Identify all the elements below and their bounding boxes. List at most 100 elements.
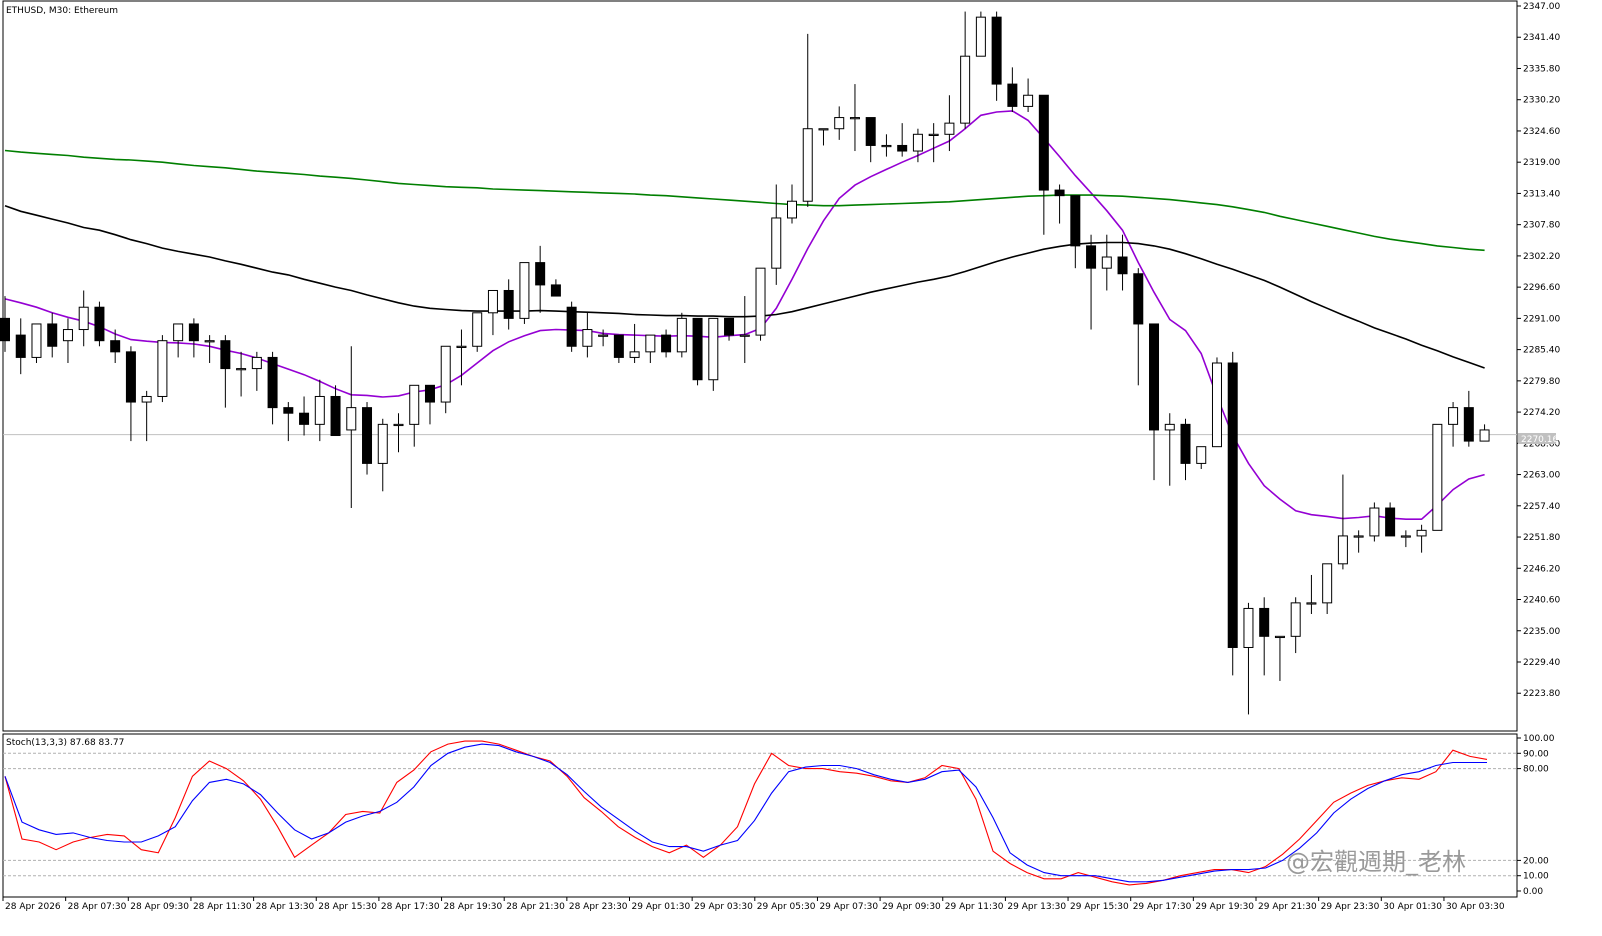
- candle-body: [299, 412, 310, 425]
- candle-body: [1227, 362, 1238, 648]
- candle: [928, 123, 939, 163]
- candle: [566, 301, 577, 352]
- candle: [377, 418, 388, 492]
- candle-body: [1101, 256, 1112, 269]
- candle: [78, 290, 89, 347]
- candle: [141, 390, 152, 442]
- time-tick-label: 28 Apr 15:30: [318, 902, 377, 912]
- candles: [0, 11, 1490, 715]
- time-tick-label: 29 Apr 19:30: [1195, 902, 1254, 912]
- candle-body: [724, 317, 735, 336]
- candle: [975, 11, 986, 57]
- candle: [582, 312, 593, 358]
- candle: [220, 335, 231, 408]
- candle-body: [755, 267, 766, 336]
- candle: [1086, 234, 1097, 330]
- candle: [1416, 524, 1427, 553]
- candle-body: [393, 423, 404, 427]
- price-tick-label: 2330.20: [1523, 96, 1560, 106]
- candle: [157, 335, 168, 403]
- candle-body: [283, 407, 294, 414]
- candle-body: [362, 407, 373, 464]
- candle-body: [897, 144, 908, 152]
- time-tick-label: 30 Apr 03:30: [1446, 902, 1505, 912]
- time-tick-label: 29 Apr 07:30: [819, 902, 878, 912]
- price-tick-label: 2313.40: [1523, 189, 1560, 199]
- candle: [1101, 234, 1112, 291]
- candle-body: [1211, 362, 1222, 448]
- candle: [1306, 574, 1317, 615]
- price-tick-label: 2240.60: [1523, 596, 1560, 606]
- candle-body: [157, 340, 168, 397]
- stoch-axis: 100.00 90.00 80.00 20.00 10.00 0.00: [1517, 734, 1555, 897]
- time-tick-label: 29 Apr 21:30: [1258, 902, 1317, 912]
- candle-body: [314, 395, 325, 425]
- candle: [409, 384, 420, 447]
- candle: [0, 296, 10, 352]
- price-pane-frame: [2, 0, 1518, 732]
- candle-body: [692, 317, 703, 381]
- candle: [692, 317, 703, 386]
- candle: [424, 384, 435, 425]
- price-tick-label: 2347.00: [1523, 2, 1560, 12]
- candle-body: [1432, 423, 1443, 531]
- candle-body: [78, 306, 89, 331]
- candle: [1290, 597, 1301, 654]
- candle-body: [849, 117, 860, 120]
- price-axis: 2347.00 2341.40 2335.80 2330.20 2324.60 2319.…: [1517, 2, 1560, 699]
- candle-body: [94, 306, 105, 342]
- candle-body: [865, 117, 876, 146]
- candle-body: [519, 262, 530, 319]
- candle: [346, 346, 357, 509]
- candle: [912, 128, 923, 163]
- candle-body: [1353, 535, 1364, 538]
- candle-body: [928, 133, 939, 136]
- candle: [1353, 530, 1364, 553]
- candle-body: [645, 334, 656, 353]
- candle: [62, 318, 73, 363]
- candle: [1259, 597, 1270, 676]
- candle: [330, 385, 341, 437]
- time-tick-label: 29 Apr 17:30: [1133, 902, 1192, 912]
- candle: [802, 33, 813, 207]
- candle: [362, 402, 373, 475]
- candle-body: [834, 117, 845, 130]
- time-tick-label: 29 Apr 13:30: [1007, 902, 1066, 912]
- candle: [1133, 268, 1144, 386]
- candle: [1227, 351, 1238, 676]
- time-tick-label: 29 Apr 23:30: [1321, 902, 1380, 912]
- candle: [267, 351, 278, 425]
- candle-body: [472, 312, 483, 347]
- time-tick-label: 29 Apr 15:30: [1070, 902, 1129, 912]
- price-tick-label: 2235.00: [1523, 627, 1560, 637]
- candle: [1180, 418, 1191, 481]
- stoch-tick-label: 90.00: [1523, 749, 1549, 759]
- candle-body: [1023, 94, 1034, 107]
- candle-body: [708, 317, 719, 381]
- candle: [1243, 602, 1254, 715]
- candle-body: [1070, 195, 1081, 247]
- price-tick-label: 2285.40: [1523, 346, 1560, 356]
- candle-body: [1133, 273, 1144, 325]
- candle-body: [346, 407, 357, 431]
- candle-body: [1290, 602, 1301, 637]
- candle-body: [944, 122, 955, 135]
- candle: [94, 301, 105, 347]
- candle: [865, 117, 876, 163]
- stoch-tick-label: 100.00: [1523, 734, 1555, 744]
- candle: [283, 402, 294, 442]
- candle: [739, 296, 750, 363]
- candle-body: [676, 317, 687, 353]
- candle-body: [1038, 94, 1049, 191]
- candle-body: [1337, 535, 1348, 565]
- stoch-tick-label: 80.00: [1523, 765, 1549, 775]
- candle-body: [47, 323, 58, 347]
- candle-body: [487, 289, 498, 314]
- stoch-levels: [3, 752, 1517, 877]
- candle-body: [1385, 507, 1396, 537]
- candle-body: [1117, 256, 1128, 275]
- price-tick-label: 2246.20: [1523, 564, 1560, 574]
- price-tag-text: 2270.16: [1521, 435, 1558, 445]
